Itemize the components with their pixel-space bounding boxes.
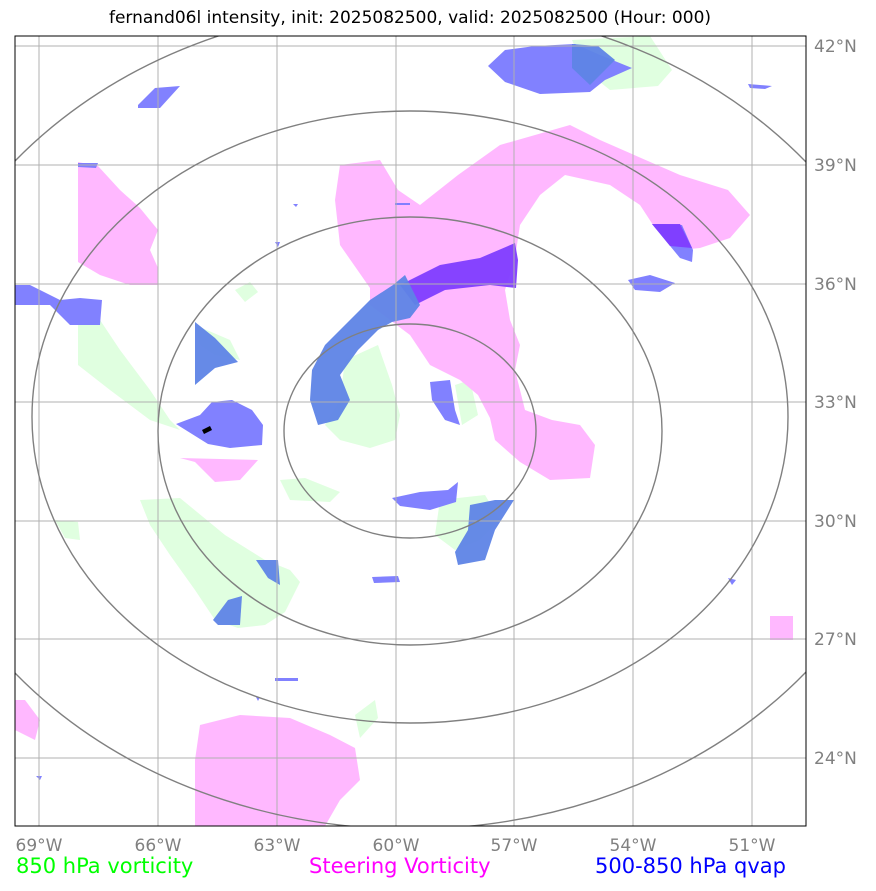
legend-steering-vorticity: Steering Vorticity	[309, 854, 491, 878]
gridlines	[15, 36, 806, 826]
lat-tick: 42°N	[814, 37, 857, 57]
map-title: fernand06l intensity, init: 2025082500, …	[108, 8, 712, 28]
lon-tick: 54°W	[610, 836, 657, 856]
lon-tick: 51°W	[729, 836, 776, 856]
legend-qvap: 500-850 hPa qvap	[595, 854, 786, 878]
legend-850-vorticity: 850 hPa vorticity	[16, 854, 194, 878]
intensity-marker	[202, 426, 212, 434]
range-rings	[15, 36, 806, 826]
lat-tick: 33°N	[814, 393, 857, 413]
lat-tick: 30°N	[814, 512, 857, 532]
map-frame	[14, 35, 807, 827]
lon-tick: 69°W	[16, 836, 63, 856]
lon-tick: 60°W	[373, 836, 420, 856]
lat-tick: 27°N	[814, 630, 857, 650]
map-background	[15, 36, 806, 826]
lat-tick-labels: 42°N 39°N 36°N 33°N 30°N 27°N 24°N	[814, 37, 857, 769]
lon-tick: 66°W	[135, 836, 182, 856]
lon-tick: 57°W	[491, 836, 538, 856]
qvap-contours	[15, 44, 772, 780]
lon-tick: 63°W	[254, 836, 301, 856]
lat-tick: 24°N	[814, 749, 857, 769]
lon-tick-labels: 69°W 66°W 63°W 60°W 57°W 54°W 51°W	[16, 836, 776, 856]
lat-tick: 39°N	[814, 156, 857, 176]
lat-tick: 36°N	[814, 275, 857, 295]
